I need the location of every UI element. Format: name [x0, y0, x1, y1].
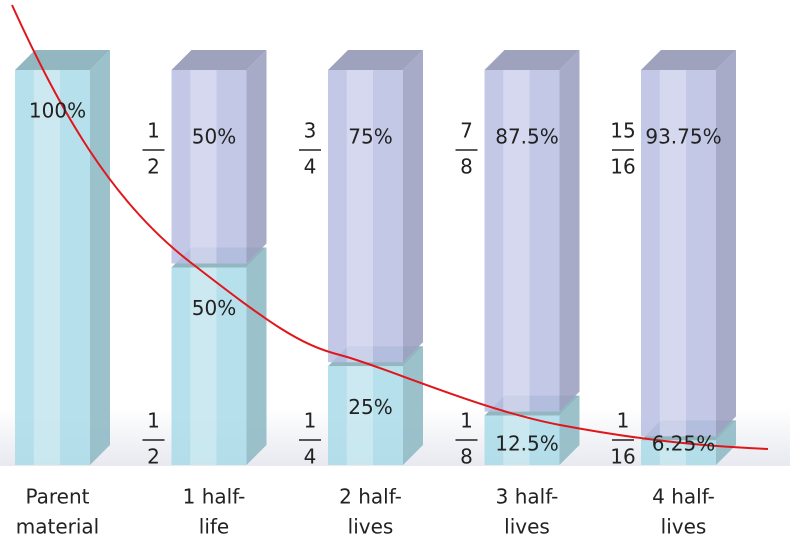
segment-front — [484, 70, 560, 412]
value-label: 87.5% — [495, 125, 559, 149]
fraction-numerator: 3 — [304, 119, 317, 143]
column-segment — [171, 247, 267, 465]
column-segment — [484, 50, 580, 412]
columns — [15, 50, 736, 465]
segment-front — [328, 70, 403, 363]
column-segment — [328, 50, 423, 363]
segment-side — [716, 50, 736, 437]
segment-front — [484, 415, 560, 465]
fraction-numerator: 1 — [147, 409, 160, 433]
column-segment — [171, 50, 267, 264]
column-segment — [641, 50, 736, 437]
segment-front — [641, 70, 716, 437]
segment-top — [328, 50, 423, 70]
column-segment — [15, 50, 110, 465]
labels: 100% Parent material 50% 50% 1 2 1 2 1 half-life 7… — [16, 99, 722, 539]
fraction-numerator: 7 — [460, 119, 473, 143]
fraction-denominator: 16 — [610, 155, 635, 179]
segment-glow — [503, 70, 530, 412]
segment-glow — [503, 415, 530, 465]
category-label: 1 half- — [183, 485, 246, 509]
segment-glow — [659, 70, 686, 437]
segment-glow — [190, 70, 217, 264]
segment-side — [403, 346, 423, 465]
value-label: 25% — [348, 395, 392, 419]
category-label: 2 half- — [339, 485, 402, 509]
segment-glow — [33, 70, 60, 465]
segment-side — [559, 50, 580, 412]
segment-top — [15, 50, 110, 70]
segment-side — [246, 247, 267, 465]
segment-glow — [190, 267, 217, 465]
value-label: 50% — [192, 125, 236, 149]
fraction-numerator: 1 — [460, 409, 473, 433]
category-label: lives — [348, 515, 394, 539]
category-label: lives — [504, 515, 550, 539]
segment-top — [641, 50, 736, 70]
fraction-numerator: 1 — [304, 409, 317, 433]
value-label: 12.5% — [495, 432, 559, 456]
decay-curve — [11, 4, 769, 450]
segment-side — [246, 50, 267, 264]
segment-front — [15, 70, 90, 465]
value-label: 100% — [29, 99, 86, 123]
fraction-numerator: 1 — [147, 119, 160, 143]
segment-side — [90, 50, 110, 465]
category-label: lives — [661, 515, 707, 539]
fraction-denominator: 8 — [460, 445, 473, 469]
fraction-denominator: 2 — [147, 445, 160, 469]
segment-top — [484, 50, 580, 70]
category-label: 4 half- — [652, 485, 715, 509]
category-label: 3 half- — [496, 485, 559, 509]
segment-front — [171, 267, 247, 465]
category-label: material — [16, 515, 99, 539]
fraction-denominator: 4 — [304, 155, 317, 179]
value-label: 50% — [192, 296, 236, 320]
fraction-numerator: 15 — [610, 119, 635, 143]
segment-side — [716, 420, 736, 465]
value-label: 93.75% — [645, 125, 721, 149]
segment-glow — [346, 70, 373, 363]
value-label: 75% — [348, 125, 392, 149]
segment-side — [403, 50, 423, 363]
fraction-denominator: 16 — [610, 445, 635, 469]
category-label: Parent — [25, 485, 89, 509]
segment-glow — [346, 366, 373, 465]
fraction-denominator: 4 — [304, 445, 317, 469]
segment-side — [559, 395, 580, 465]
fraction-denominator: 2 — [147, 155, 160, 179]
fraction-denominator: 8 — [460, 155, 473, 179]
fraction-numerator: 1 — [617, 409, 630, 433]
category-label: life — [199, 515, 229, 539]
segment-glow — [659, 440, 686, 465]
segment-top — [171, 50, 267, 70]
value-label: 6.25% — [652, 432, 716, 456]
segment-front — [328, 366, 403, 465]
segment-front — [171, 70, 247, 264]
